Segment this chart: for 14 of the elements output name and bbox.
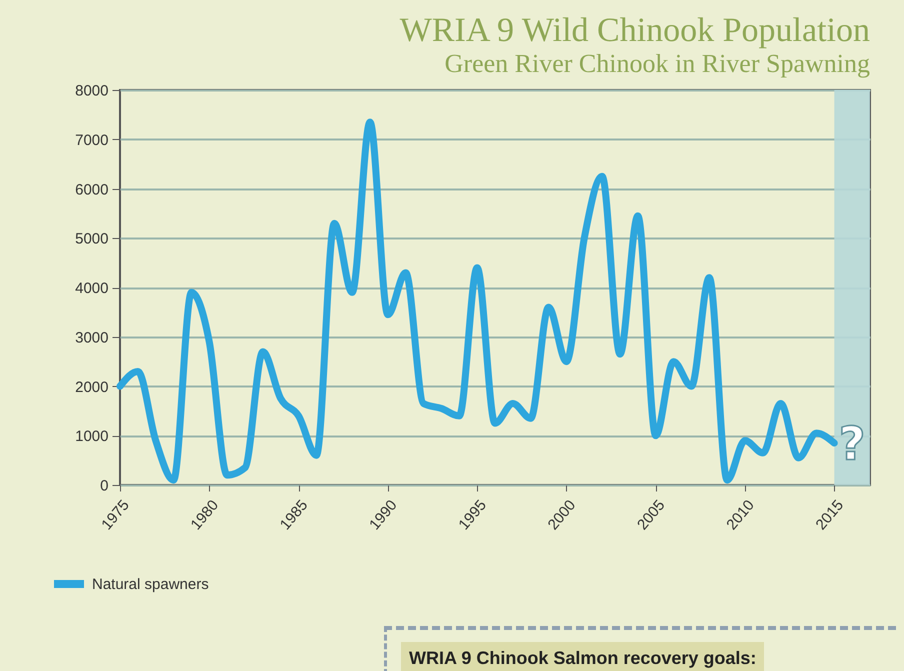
chart-title: WRIA 9 Wild Chinook Population	[400, 12, 870, 49]
y-tick-label: 1000	[75, 428, 108, 446]
chart-subtitle: Green River Chinook in River Spawning	[444, 49, 870, 78]
y-tick-label: 5000	[75, 230, 108, 248]
y-tick-label: 4000	[75, 280, 108, 297]
y-tick-label: 2000	[75, 378, 108, 396]
legend-label: Natural spawners	[92, 576, 209, 593]
y-tick-label: 3000	[75, 329, 108, 346]
y-tick-label: 7000	[75, 132, 108, 149]
y-tick-label: 8000	[75, 82, 108, 100]
y-tick-label: 0	[100, 478, 108, 494]
y-tick-label: 6000	[75, 181, 108, 198]
text: WRIA 9 Chinook Salmon recovery goals:	[401, 642, 764, 671]
band-label: ?	[838, 416, 866, 470]
